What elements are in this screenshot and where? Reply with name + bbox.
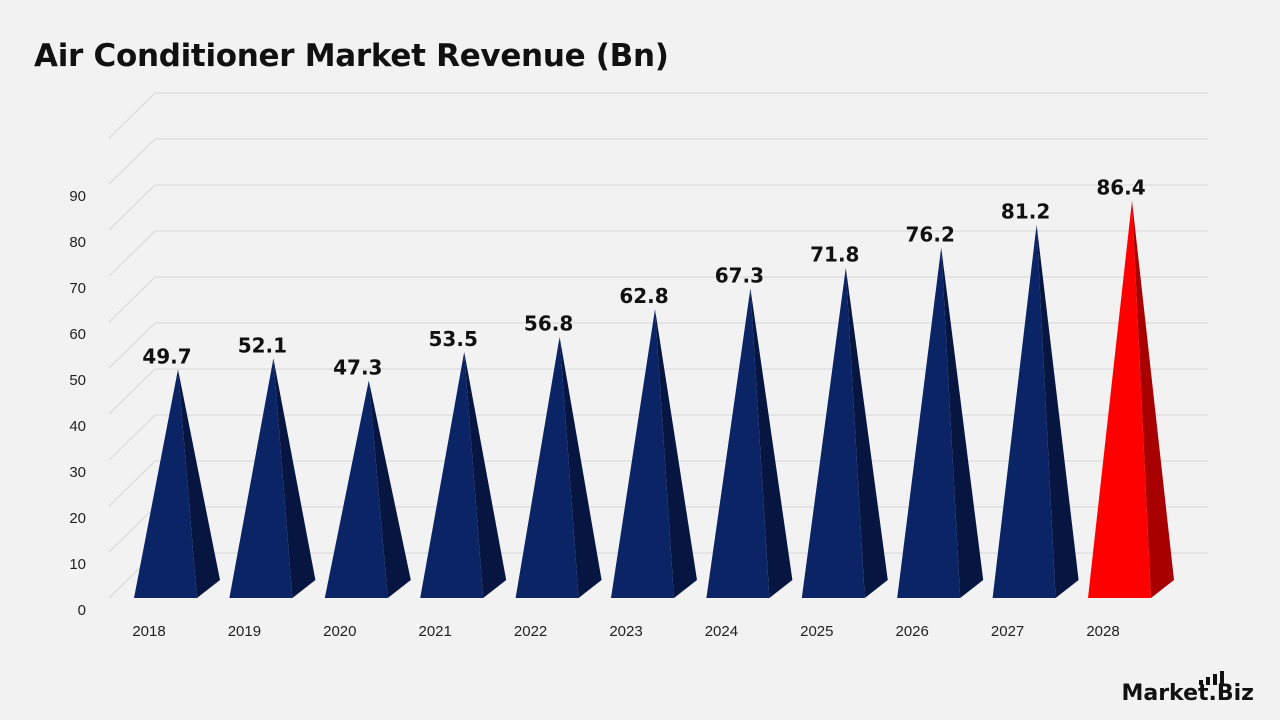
y-tick-label: 0: [78, 602, 86, 619]
data-label: 49.7: [142, 344, 191, 368]
bar-side-face: [655, 309, 697, 598]
data-label: 53.5: [429, 327, 478, 351]
bar-2019: [229, 358, 316, 598]
x-tick-label: 2018: [132, 623, 165, 640]
brand-logo: Market.Biz: [1121, 671, 1254, 706]
data-label: 76.2: [906, 222, 955, 246]
logo-text: Market.Biz: [1121, 681, 1254, 706]
x-tick-label: 2021: [419, 623, 452, 640]
x-tick-label: 2028: [1086, 623, 1119, 640]
y-tick-label: 80: [69, 234, 86, 251]
bar-side-face: [941, 247, 984, 599]
value-labels: 49.7 52.1 47.3 53.5 56.8 62.8 67.3 71.8 76.2 81.2…: [142, 176, 1145, 380]
bar-chart-icon: [1199, 671, 1225, 685]
bar-side-face: [464, 351, 507, 598]
bar-front-face: [324, 380, 388, 598]
bar-front-face: [992, 224, 1056, 599]
bars: [134, 200, 1174, 599]
y-tick-label: 20: [69, 510, 86, 527]
bar-front-face: [134, 369, 197, 598]
y-tick-label: 50: [69, 372, 86, 389]
bar-2024: [706, 288, 793, 598]
grid-line: [108, 138, 1208, 185]
bar-2020: [324, 380, 411, 598]
grid-line: [108, 230, 1208, 277]
bar-2021: [420, 351, 507, 598]
x-tick-label: 2020: [323, 623, 356, 640]
x-tick-label: 2025: [800, 623, 833, 640]
bar-2023: [611, 309, 697, 598]
bar-side-face: [178, 369, 220, 598]
bar-front-face: [801, 267, 865, 598]
y-tick-label: 60: [69, 326, 86, 343]
x-tick-label: 2026: [896, 623, 929, 640]
bar-side-face: [559, 336, 602, 598]
bar-2026: [897, 247, 984, 599]
x-tick-label: 2022: [514, 623, 547, 640]
y-tick-label: 30: [69, 464, 86, 481]
x-tick-label: 2019: [228, 623, 261, 640]
y-tick-label: 40: [69, 418, 86, 435]
data-label: 67.3: [715, 263, 764, 287]
bar-2027: [992, 224, 1079, 599]
bar-front-face: [229, 358, 293, 598]
x-tick-label: 2024: [705, 623, 738, 640]
data-label: 71.8: [810, 243, 859, 267]
data-label: 81.2: [1001, 199, 1050, 223]
data-label: 47.3: [333, 355, 382, 379]
bar-2028: [1088, 200, 1174, 598]
grid-line: [108, 92, 1208, 139]
bar-front-face: [611, 309, 674, 598]
bar-front-face: [706, 288, 770, 598]
bar-side-face: [1132, 200, 1174, 598]
bar-front-face: [1088, 200, 1151, 598]
bar-side-face: [368, 380, 411, 598]
x-axis-ticks: 2018 2019 2020 2021 2022 2023 2024 2025 2026 2027…: [132, 623, 1119, 640]
y-tick-label: 10: [69, 556, 86, 573]
x-tick-label: 2023: [609, 623, 642, 640]
grid-line: [108, 322, 1208, 369]
y-tick-label: 70: [69, 280, 86, 297]
bar-2018: [134, 369, 220, 598]
bar-side-face: [1036, 224, 1079, 599]
bar-2025: [801, 267, 888, 598]
bar-side-face: [845, 267, 888, 598]
y-axis-ticks: 0 10 20 30 40 50 60 70 80 90: [69, 188, 86, 619]
grid-line: [108, 276, 1208, 323]
data-label: 56.8: [524, 312, 573, 336]
bar-front-face: [515, 336, 579, 598]
y-tick-label: 90: [69, 188, 86, 205]
bar-2022: [515, 336, 602, 598]
x-tick-label: 2027: [991, 623, 1024, 640]
bar-front-face: [420, 351, 484, 598]
chart-title: Air Conditioner Market Revenue (Bn): [34, 38, 669, 74]
data-label: 86.4: [1096, 176, 1145, 200]
data-label: 52.1: [238, 333, 287, 357]
bar-side-face: [750, 288, 793, 598]
bar-front-face: [897, 247, 961, 599]
grid-line: [108, 184, 1208, 231]
bar-side-face: [273, 358, 316, 598]
data-label: 62.8: [619, 284, 668, 308]
